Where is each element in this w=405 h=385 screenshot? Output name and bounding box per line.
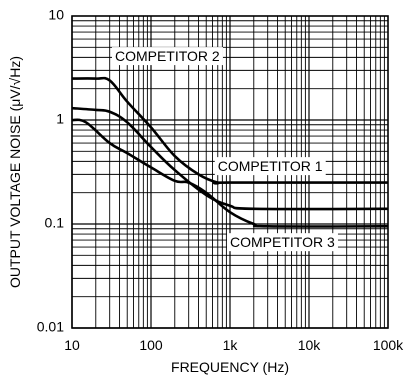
y-tick-label: 0.01	[37, 319, 64, 335]
label-competitor-3: COMPETITOR 3	[230, 234, 335, 250]
curve-competitor-1	[71, 106, 389, 211]
y-axis-title: OUTPUT VOLTAGE NOISE (μV/√Hz)	[7, 56, 23, 288]
x-tick-label: 1k	[223, 337, 239, 353]
x-tick-label: 10k	[298, 337, 322, 353]
label-competitor-1: COMPETITOR 1	[218, 158, 323, 174]
label-competitor-2: COMPETITOR 2	[115, 48, 220, 64]
label-bg-competitor-3	[227, 233, 338, 252]
y-tick-label: 0.1	[45, 215, 65, 231]
curve-competitor-2	[71, 76, 388, 185]
label-bg-competitor-2	[111, 47, 223, 66]
curves	[71, 76, 389, 228]
curve-competitor-3	[71, 118, 389, 228]
series-labels: COMPETITOR 2 COMPETITOR 1 COMPETITOR 3	[111, 47, 338, 252]
x-tick-label: 10	[64, 337, 80, 353]
x-axis-title: FREQUENCY (Hz)	[171, 359, 289, 375]
x-tick-label: 100	[139, 337, 163, 353]
x-tick-label: 100k	[373, 337, 404, 353]
y-tick-label: 1	[56, 111, 64, 127]
plot-frame	[71, 15, 389, 329]
x-tick-labels: 10 100 1k 10k 100k	[64, 337, 404, 353]
y-tick-labels: 0.01 0.1 1 10	[37, 7, 64, 335]
label-bg-competitor-1	[214, 157, 326, 176]
y-tick-label: 10	[48, 7, 64, 23]
grid	[71, 16, 388, 329]
